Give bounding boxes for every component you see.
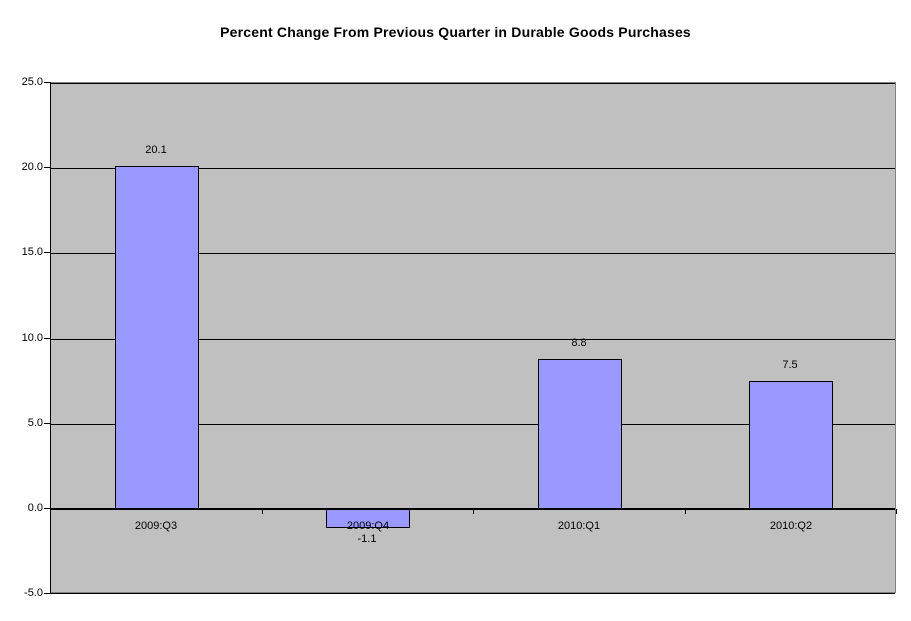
- x-axis-tick: [50, 508, 51, 514]
- gridline: [51, 593, 895, 594]
- category-label: 2009:Q3: [134, 519, 178, 532]
- category-label: 2010:Q1: [557, 519, 601, 532]
- bar: [749, 381, 833, 509]
- y-axis-tick: [44, 593, 50, 594]
- plot-area: [50, 82, 896, 594]
- x-axis-tick: [473, 508, 474, 514]
- gridline: [51, 423, 895, 425]
- gridline: [51, 168, 895, 170]
- y-tick-label: -5.0: [24, 587, 43, 599]
- y-tick-label: 5.0: [27, 416, 43, 429]
- category-label: 2009:Q4: [346, 519, 390, 532]
- y-axis-tick: [44, 82, 50, 83]
- y-tick-label: 10.0: [21, 331, 43, 344]
- y-axis-tick: [44, 422, 50, 424]
- x-axis-tick: [685, 508, 686, 514]
- y-axis-tick: [44, 252, 50, 254]
- y-tick-label: 0.0: [27, 501, 43, 514]
- y-axis-tick: [44, 337, 50, 339]
- gridline: [51, 338, 895, 340]
- y-tick-label: 15.0: [21, 246, 43, 259]
- bar: [538, 358, 622, 509]
- gridline: [51, 83, 895, 84]
- y-axis-tick: [44, 167, 50, 169]
- bar: [115, 166, 199, 509]
- y-axis-tick: [44, 507, 50, 509]
- y-tick-label: 20.0: [21, 161, 43, 174]
- bar-value-label: 20.1: [145, 144, 167, 157]
- x-axis-tick: [262, 508, 263, 514]
- y-tick-label: 25.0: [21, 76, 43, 88]
- category-label: 2010:Q2: [769, 519, 813, 532]
- bar-value-label: -1.1: [357, 532, 377, 545]
- bar: [326, 508, 410, 528]
- gridline: [51, 253, 895, 255]
- x-axis-tick: [896, 508, 897, 514]
- chart-title: Percent Change From Previous Quarter in …: [220, 24, 691, 40]
- value-axis-line: [50, 82, 51, 594]
- bar-value-label: 8.8: [571, 336, 587, 349]
- bar-value-label: 7.5: [782, 359, 798, 372]
